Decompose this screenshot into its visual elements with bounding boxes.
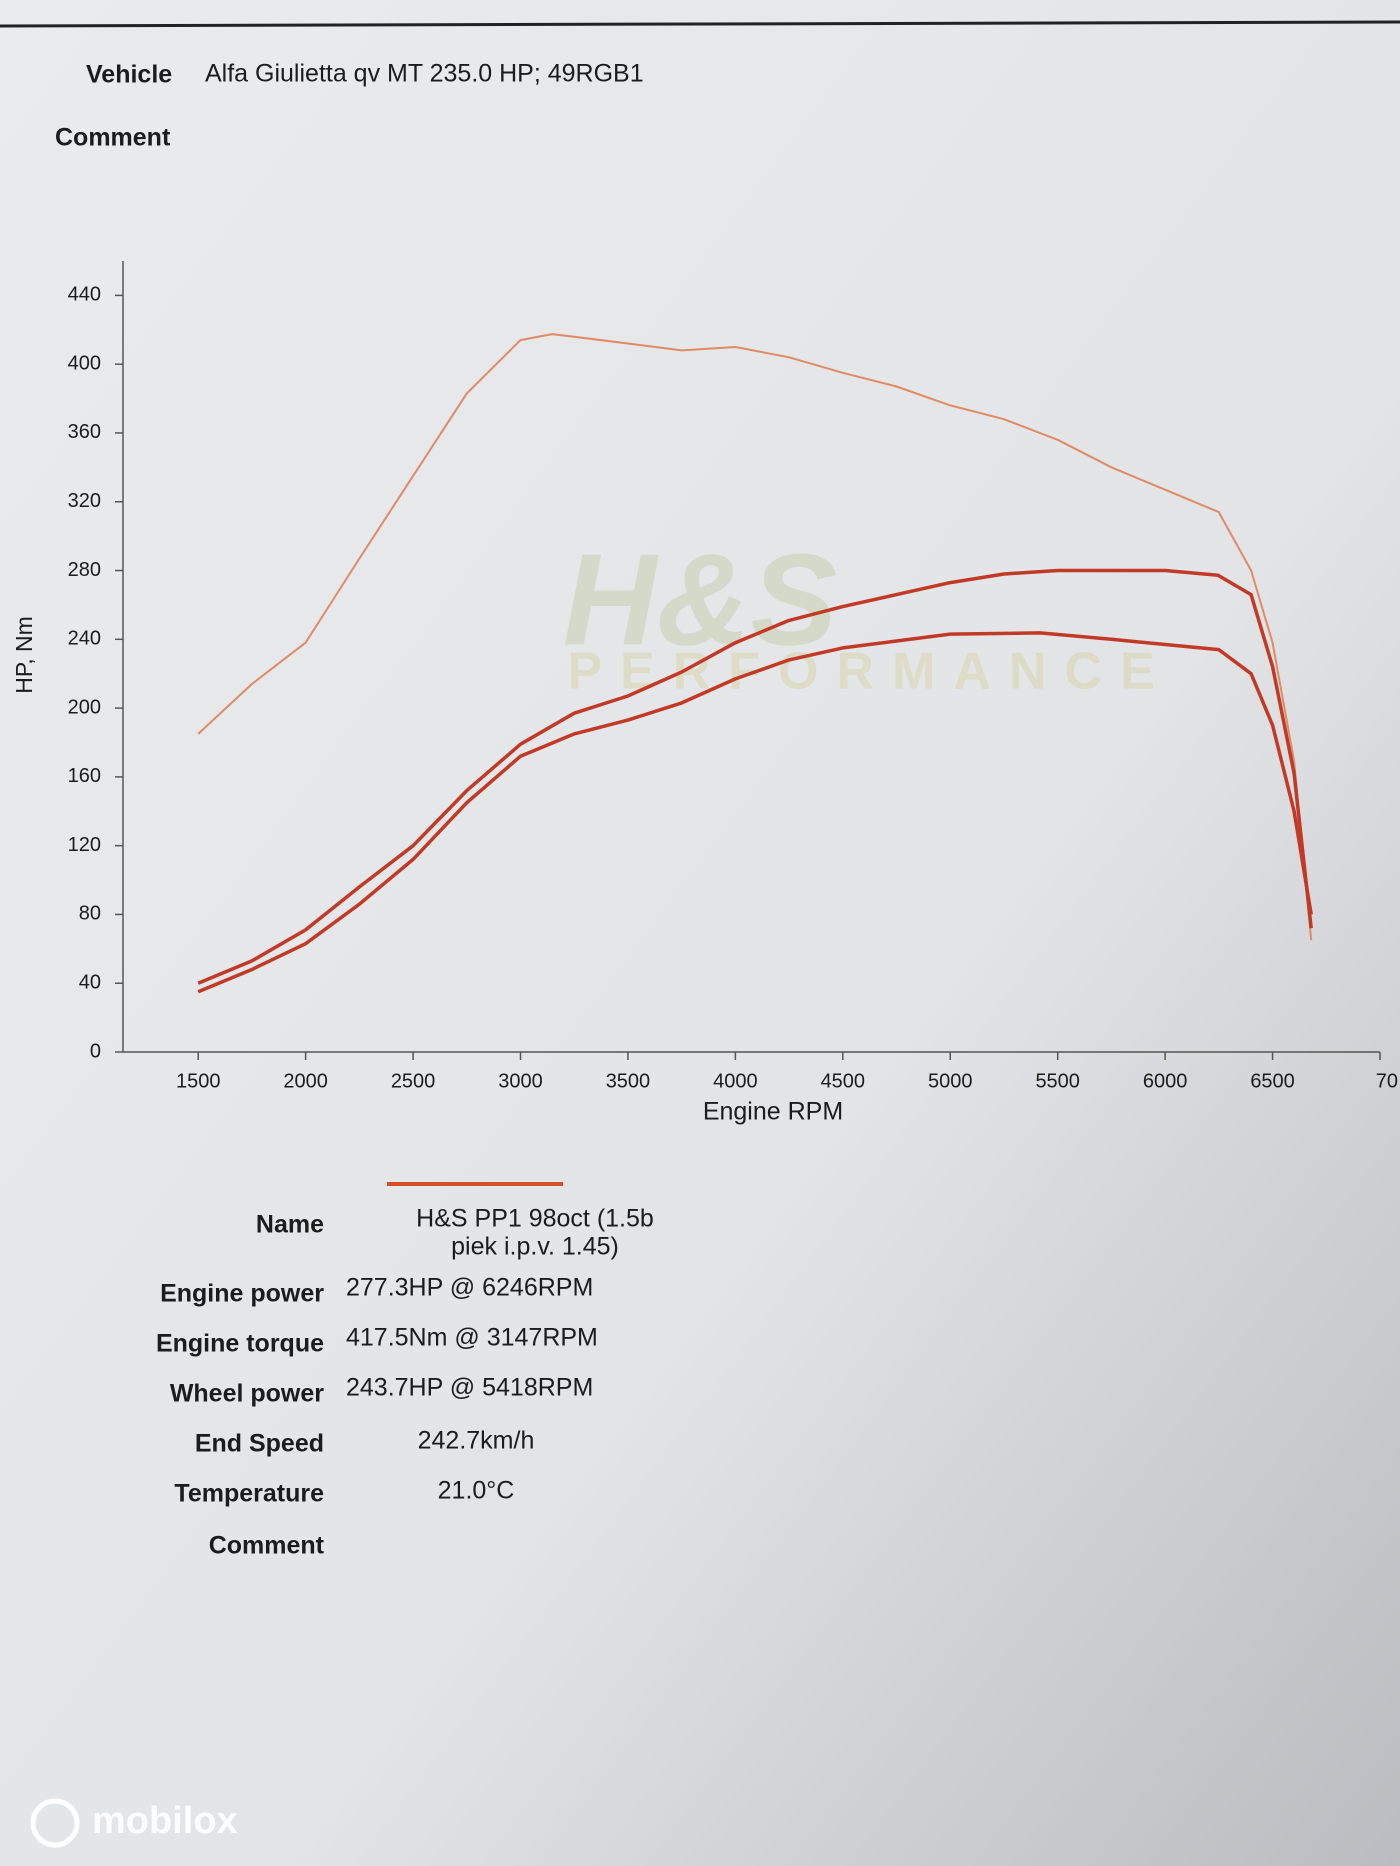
x-tick-label: 1500 [176,1070,221,1092]
top-rule [0,20,1400,28]
legend-value: 277.3HP @ 6246RPM [346,1274,593,1302]
legend-value: H&S PP1 98oct (1.5b [416,1205,654,1233]
y-tick-label: 400 [68,352,101,374]
y-tick-label: 160 [68,765,101,787]
y-tick-label: 80 [79,903,101,925]
x-tick-label: 6500 [1250,1070,1295,1092]
x-tick-label: 70 [1376,1070,1398,1092]
y-tick-label: 200 [68,696,101,718]
legend-label: Comment [209,1532,325,1560]
x-tick-label: 5500 [1035,1070,1080,1092]
y-tick-label: 440 [68,284,101,306]
legend-value: piek i.p.v. 1.45) [451,1233,619,1261]
series-line [197,333,1313,941]
legend-label: Engine torque [156,1330,324,1358]
x-tick-label: 3500 [606,1070,651,1092]
y-tick-label: 0 [90,1040,101,1062]
watermark: PERFORMANCE [567,643,1172,701]
y-tick-label: 120 [68,834,101,856]
y-axis-label: HP, Nm [11,616,37,694]
legend-value: 243.7HP @ 5418RPM [346,1374,593,1402]
legend-label: Wheel power [170,1380,324,1408]
brand: mobilox [92,1800,238,1842]
x-tick-label: 4000 [713,1070,758,1092]
watermark: H&S [563,526,837,672]
plot: 0 40 80 120 160 200 240 280 320 360 400 440 1500 2000… [11,261,1398,1126]
legend-label: Temperature [174,1480,324,1508]
vehicle-label: Vehicle [86,61,172,89]
legend-label: Name [256,1211,324,1239]
y-tick-label: 40 [79,971,101,993]
x-tick-label: 3000 [498,1070,543,1092]
comment-label: Comment [55,124,171,152]
legend-label: Engine power [160,1280,324,1308]
y-tick-label: 280 [68,559,101,581]
x-tick-label: 4500 [821,1070,866,1092]
brand-icon [30,1798,80,1848]
series-line [197,568,1313,985]
legend-label: End Speed [195,1430,324,1458]
legend-value: 417.5Nm @ 3147RPM [346,1324,598,1352]
x-axis-label: Engine RPM [703,1098,843,1126]
y-tick-label: 240 [68,628,101,650]
x-tick-label: 2500 [391,1070,436,1092]
x-tick-label: 2000 [283,1070,328,1092]
y-tick-label: 320 [68,490,101,512]
x-tick-label: 5000 [928,1070,973,1092]
legend-value: 242.7km/h [418,1427,535,1455]
series-line [197,631,1313,994]
y-tick-label: 360 [68,421,101,443]
x-tick-label: 6000 [1143,1070,1188,1092]
legend-value: 21.0°C [438,1477,515,1505]
vehicle: Alfa Giulietta qv MT 235.0 HP; 49RGB1 [205,60,644,88]
